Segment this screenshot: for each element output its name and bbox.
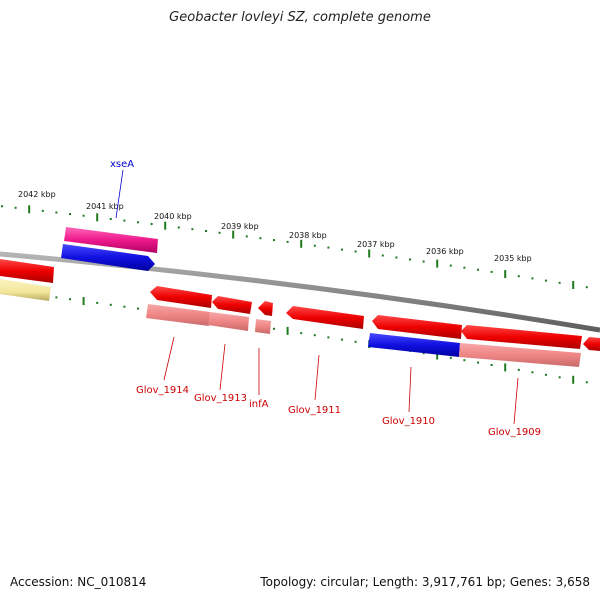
pink-feature[interactable] bbox=[64, 227, 158, 253]
kbp-label-2040: 2040 kbp bbox=[154, 212, 192, 221]
glov-1909-gene[interactable] bbox=[461, 325, 582, 349]
gene-left-edge[interactable] bbox=[0, 259, 54, 283]
yellow-feature[interactable] bbox=[0, 279, 51, 301]
infA-gene[interactable] bbox=[258, 301, 273, 316]
kbp-label-2036: 2036 kbp bbox=[426, 247, 464, 256]
glov-1909-label[interactable]: Glov_1909 bbox=[488, 427, 541, 438]
glov-1911-leader bbox=[314, 354, 320, 401]
glov-1909-product[interactable] bbox=[459, 343, 581, 367]
glov-1914-gene[interactable] bbox=[150, 286, 212, 308]
glov-1911-gene[interactable] bbox=[286, 306, 364, 329]
kbp-label-2037: 2037 kbp bbox=[357, 240, 395, 249]
infA-label[interactable]: infA bbox=[249, 399, 269, 410]
glov-1913-leader bbox=[219, 343, 226, 391]
infA-product[interactable] bbox=[255, 319, 271, 334]
gene-labels: xseA Glov_1914 Glov_1913 infA Glov_1911 … bbox=[110, 159, 541, 438]
genome-backbone bbox=[0, 251, 600, 333]
kbp-label-2035: 2035 kbp bbox=[494, 254, 532, 263]
glov-1910-label[interactable]: Glov_1910 bbox=[382, 416, 435, 427]
glov-1913-label[interactable]: Glov_1913 bbox=[194, 393, 247, 404]
glov-1909-leader bbox=[513, 377, 519, 425]
genome-summary-text: Topology: circular; Length: 3,917,761 bp… bbox=[260, 575, 590, 589]
glov-1913-gene[interactable] bbox=[212, 296, 252, 314]
kbp-label-2038: 2038 kbp bbox=[289, 231, 327, 240]
kbp-labels: 2042 kbp 2041 kbp 2040 kbp 2039 kbp 2038… bbox=[18, 190, 532, 263]
xseA-leader bbox=[115, 169, 124, 219]
glov-1910-gene[interactable] bbox=[372, 315, 462, 339]
outer-strand-features bbox=[0, 227, 158, 283]
accession-text: Accession: NC_010814 bbox=[10, 575, 147, 589]
glov-1910-pseudo[interactable] bbox=[368, 333, 460, 357]
kbp-label-2041: 2041 kbp bbox=[86, 202, 124, 211]
kbp-label-2039: 2039 kbp bbox=[221, 222, 259, 231]
glov-1914-label[interactable]: Glov_1914 bbox=[136, 385, 189, 396]
glov-1914-leader bbox=[163, 336, 175, 381]
map-title: Geobacter lovleyi SZ, complete genome bbox=[169, 10, 431, 25]
glov-1910-leader bbox=[408, 366, 412, 413]
glov-1911-label[interactable]: Glov_1911 bbox=[288, 405, 341, 416]
xseA-gene[interactable] bbox=[61, 244, 155, 271]
outer-scale-ticks bbox=[1, 205, 588, 289]
xseA-label[interactable]: xseA bbox=[110, 159, 134, 170]
kbp-label-2042: 2042 kbp bbox=[18, 190, 56, 199]
gene-right-edge[interactable] bbox=[583, 337, 600, 351]
glov-1914-product[interactable] bbox=[146, 304, 210, 326]
inner-strand-features[interactable] bbox=[0, 279, 600, 367]
glov-1913-product[interactable] bbox=[208, 312, 249, 331]
